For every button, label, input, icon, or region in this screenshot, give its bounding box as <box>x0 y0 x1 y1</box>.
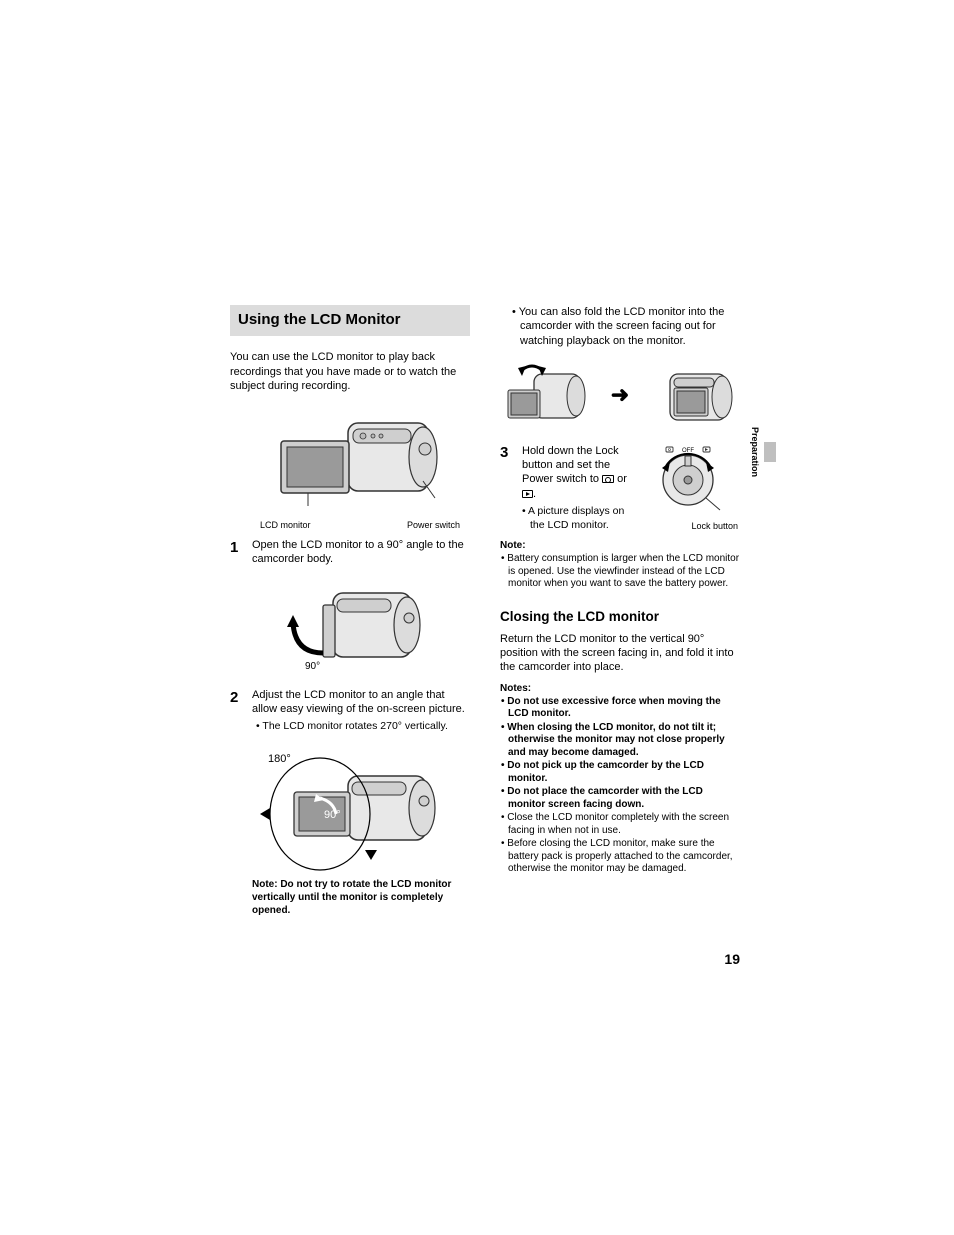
step-1: 1 Open the LCD monitor to a 90° angle to… <box>230 538 470 567</box>
notes-item: • Before closing the LCD monitor, make s… <box>500 838 740 876</box>
step-1-text: Open the LCD monitor to a 90° angle to t… <box>252 538 470 567</box>
figure-fold-pair: ➜ <box>500 356 740 434</box>
step-1-number: 1 <box>230 538 244 567</box>
fold-out-bullet: • You can also fold the LCD monitor into… <box>500 305 740 348</box>
figure-90deg: 90° <box>230 575 470 680</box>
step-2-text: Adjust the LCD monitor to an angle that … <box>252 688 470 717</box>
caption-lcd-monitor: LCD monitor <box>260 520 311 530</box>
subsection-title: Closing the LCD monitor <box>500 609 740 624</box>
camcorder-diagram-90: 90° <box>265 575 435 680</box>
angle-90-label: 90° <box>305 661 320 672</box>
side-tab-marker <box>764 442 776 462</box>
step-3-text-c: . <box>533 488 536 500</box>
note-heading-1: Note: <box>500 540 740 551</box>
manual-page: Preparation Using the LCD Monitor You ca… <box>230 305 740 917</box>
camera-mode-icon <box>602 475 614 483</box>
figure-lcd-open <box>230 401 470 516</box>
page-number: 19 <box>724 951 740 967</box>
angle-90b-label: 90° <box>324 809 341 821</box>
lock-button-caption: Lock button <box>648 521 738 531</box>
side-tab: Preparation <box>750 427 776 477</box>
power-dial-diagram: OFF <box>648 444 734 514</box>
step-2-sub: • The LCD monitor rotates 270° verticall… <box>252 720 470 734</box>
step-2-note: Note: Do not try to rotate the LCD monit… <box>252 878 470 917</box>
side-tab-label: Preparation <box>750 427 760 477</box>
camcorder-diagram-1 <box>253 401 448 516</box>
section-title-bar: Using the LCD Monitor <box>230 305 470 336</box>
notes-item: • Close the LCD monitor completely with … <box>500 812 740 837</box>
arrow-icon: ➜ <box>611 382 629 408</box>
figure-1-captions: LCD monitor Power switch <box>230 520 470 530</box>
notes-item: • Do not pick up the camcorder by the LC… <box>500 760 740 785</box>
right-column: • You can also fold the LCD monitor into… <box>500 305 740 917</box>
step-3: 3 Hold down the Lock button and set the … <box>500 444 740 532</box>
notes-heading: Notes: <box>500 683 740 694</box>
figure-270deg: 180° 90° <box>230 742 470 872</box>
playback-mode-icon <box>522 490 533 498</box>
notes-item: • Do not place the camcorder with the LC… <box>500 786 740 811</box>
step-3-text-b: or <box>614 473 627 485</box>
step-3-sub: • A picture displays on the LCD monitor. <box>522 505 640 532</box>
step-2-number: 2 <box>230 688 244 734</box>
angle-180-label: 180° <box>268 753 291 765</box>
step-3-number: 3 <box>500 444 514 532</box>
camcorder-fold-b <box>652 356 740 434</box>
section-title: Using the LCD Monitor <box>238 311 462 328</box>
caption-power-switch: Power switch <box>407 520 460 530</box>
intro-text: You can use the LCD monitor to play back… <box>230 350 470 393</box>
camcorder-diagram-270: 180° 90° <box>250 742 450 872</box>
notes-item: • When closing the LCD monitor, do not t… <box>500 722 740 760</box>
camcorder-fold-a <box>500 356 588 434</box>
closing-intro: Return the LCD monitor to the vertical 9… <box>500 632 740 675</box>
note-item: • Battery consumption is larger when the… <box>500 553 740 591</box>
step-2: 2 Adjust the LCD monitor to an angle tha… <box>230 688 470 734</box>
notes-item: • Do not use excessive force when moving… <box>500 696 740 721</box>
left-column: Using the LCD Monitor You can use the LC… <box>230 305 470 917</box>
